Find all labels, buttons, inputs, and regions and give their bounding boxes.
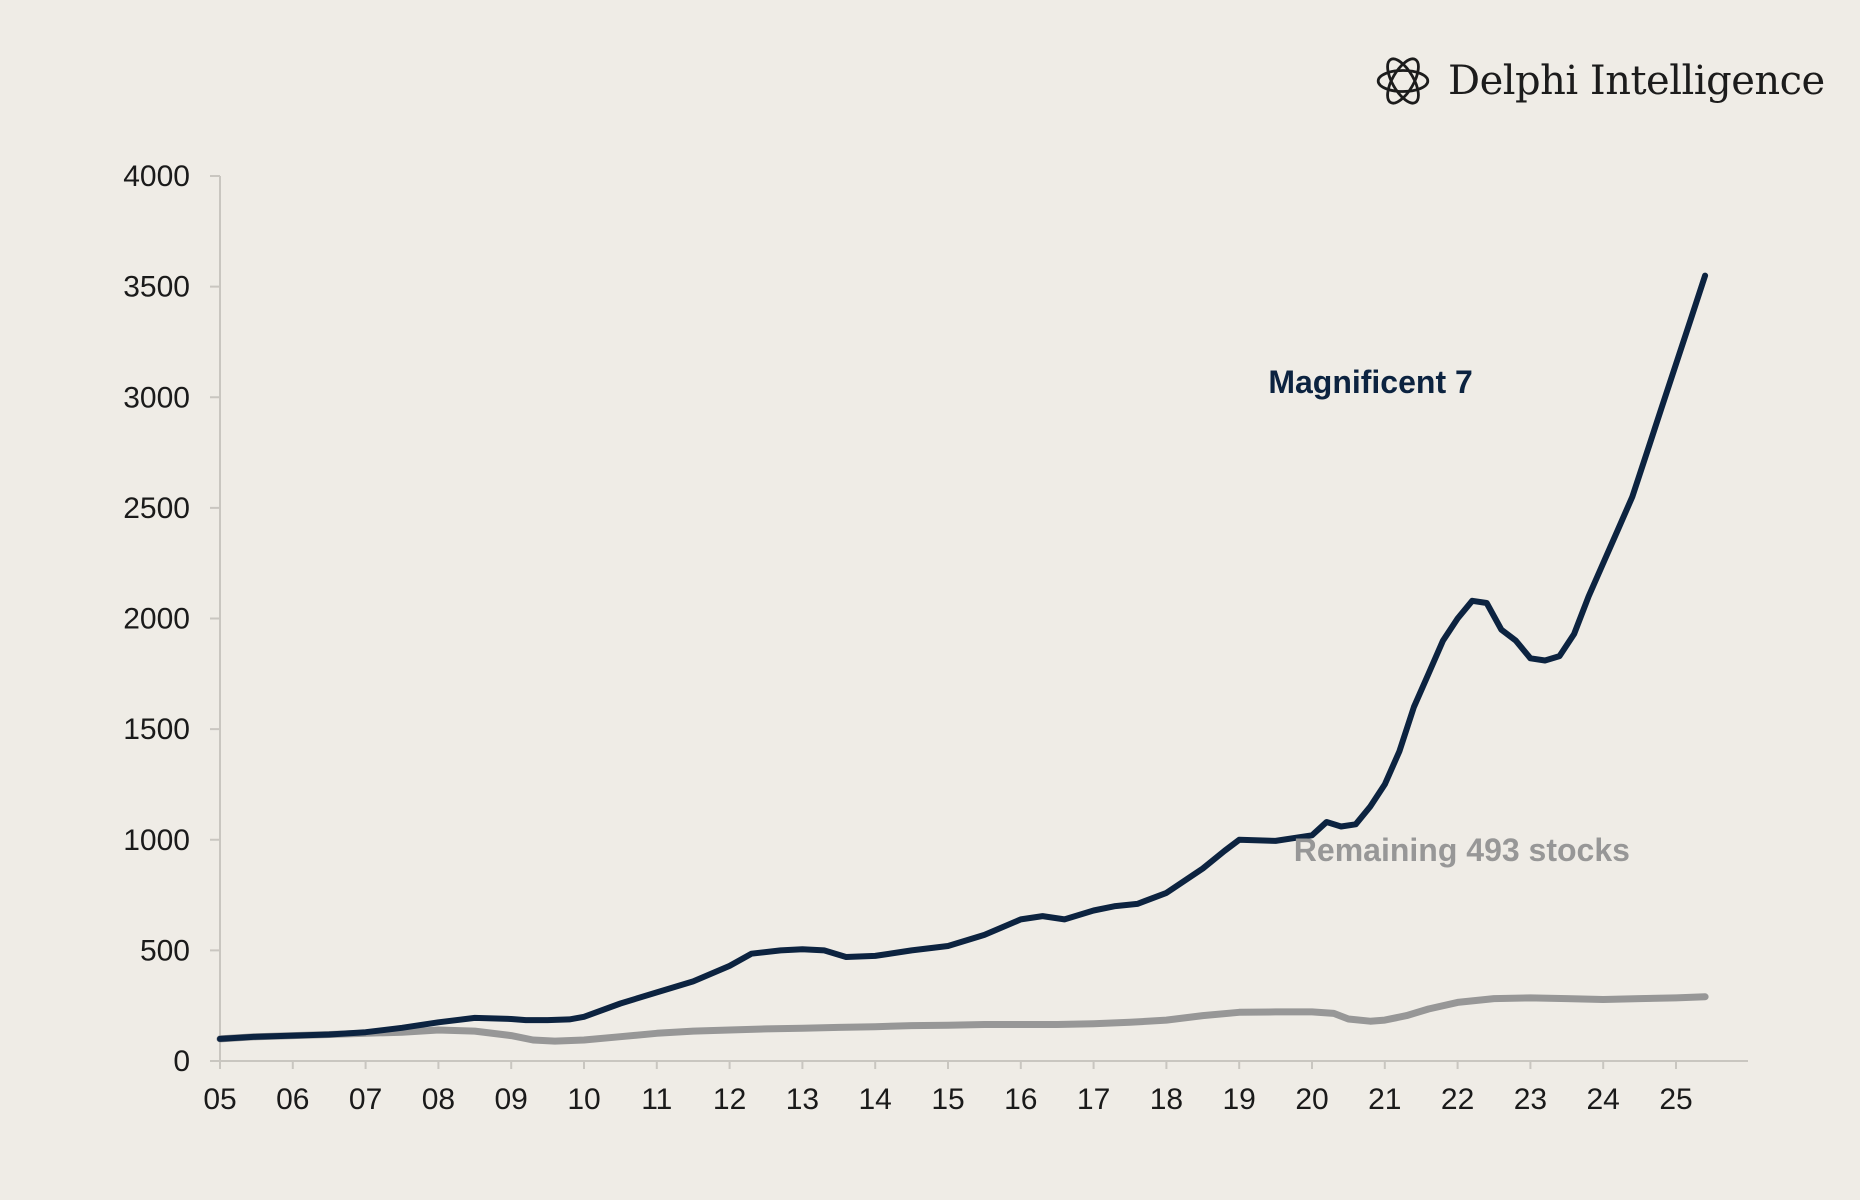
y-tick-label: 500 (140, 934, 190, 967)
y-tick-label: 3500 (123, 271, 190, 304)
x-tick-label: 10 (567, 1083, 600, 1116)
x-tick-label: 12 (713, 1083, 746, 1116)
x-tick-label: 06 (276, 1083, 309, 1116)
knot-logo-icon (1376, 57, 1430, 105)
x-tick-label: 25 (1659, 1083, 1692, 1116)
x-tick-label: 08 (422, 1083, 455, 1116)
x-tick-label: 22 (1441, 1083, 1474, 1116)
x-tick-labels: 05 06 07 08 09 10 11 12 13 14 15 16 17 18 19 20 21 22 23 24… (203, 1083, 1692, 1116)
series-line-remaining-493 (216, 993, 1709, 1045)
x-tick-label: 15 (931, 1083, 964, 1116)
x-tick-label: 16 (1004, 1083, 1037, 1116)
x-tick-label: 17 (1077, 1083, 1110, 1116)
x-tick-label: 21 (1368, 1083, 1401, 1116)
x-tick-label: 13 (786, 1083, 819, 1116)
y-tick-label: 3000 (123, 381, 190, 414)
y-tick-label: 2500 (123, 492, 190, 525)
x-tick-label: 18 (1150, 1083, 1183, 1116)
y-tick-label: 0 (173, 1045, 190, 1078)
y-tick-label: 1500 (123, 713, 190, 746)
series-label-magnificent-7: Magnificent 7 (1268, 364, 1472, 400)
y-tick-labels: 4000 3500 3000 2500 2000 1500 1000 500 0 (123, 160, 190, 1078)
x-tick-label: 05 (203, 1083, 236, 1116)
y-tick-label: 4000 (123, 160, 190, 193)
x-tick-label: 20 (1295, 1083, 1328, 1116)
series-lines (216, 272, 1709, 1045)
x-tick-label: 14 (859, 1083, 892, 1116)
x-tick-label: 09 (495, 1083, 528, 1116)
y-tick-label: 1000 (123, 824, 190, 857)
y-tick-label: 2000 (123, 603, 190, 636)
axes (210, 175, 1748, 1069)
series-labels: Magnificent 7 Remaining 493 stocks (1268, 364, 1630, 868)
x-tick-label: 23 (1514, 1083, 1547, 1116)
x-tick-label: 11 (641, 1083, 672, 1116)
brand-name: Delphi Intelligence (1448, 58, 1825, 104)
series-line-magnificent-7 (217, 272, 1709, 1042)
brand: Delphi Intelligence (1372, 46, 1825, 116)
x-tick-label: 07 (349, 1083, 382, 1116)
x-tick-label: 24 (1587, 1083, 1620, 1116)
series-label-remaining-493: Remaining 493 stocks (1294, 832, 1630, 868)
x-tick-label: 19 (1223, 1083, 1256, 1116)
